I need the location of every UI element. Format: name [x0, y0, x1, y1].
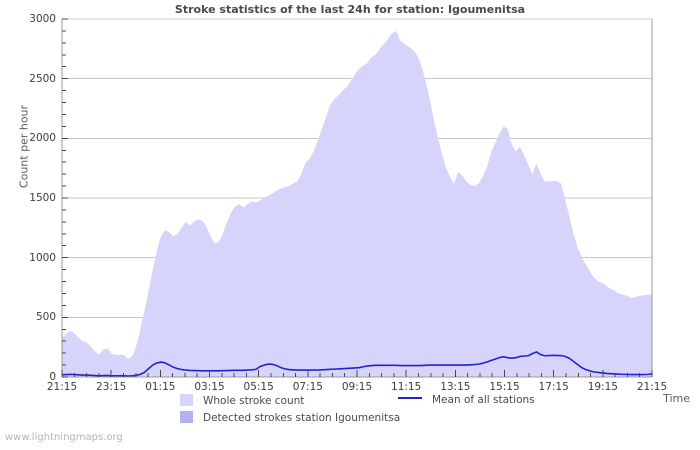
area-series-0 — [62, 30, 652, 378]
x-axis-tick-label: 07:15 — [292, 381, 323, 393]
x-axis-tick-label: 13:15 — [440, 381, 471, 393]
chart-title: Stroke statistics of the last 24h for st… — [174, 3, 526, 16]
line-series-group — [61, 351, 653, 377]
y-axis-tick-label: 2500 — [29, 72, 56, 85]
x-axis-tick-label: 21:15 — [636, 381, 668, 393]
x-axis-tick-label: 17:15 — [538, 381, 569, 393]
x-axis-tick-label: 23:15 — [96, 381, 127, 393]
y-axis-tick-label: 1000 — [29, 251, 56, 264]
x-axis-tick-label: 05:15 — [243, 381, 274, 393]
y-axis-tick-label: 3000 — [29, 13, 56, 25]
x-axis-tick-label: 15:15 — [489, 381, 520, 393]
y-axis-tick-label: 0 — [49, 371, 56, 383]
y-axis-tick-label: 1500 — [29, 192, 56, 204]
area-series-group — [62, 30, 652, 378]
y-axis-tick-label: 500 — [35, 311, 56, 324]
line-series-2 — [61, 351, 653, 377]
footer-watermark: www.lightningmaps.org — [5, 432, 123, 443]
x-axis-tick-label: 21:15 — [46, 381, 78, 393]
x-axis-tick-label: 03:15 — [194, 381, 225, 393]
x-axis-label: Time — [663, 392, 690, 405]
x-axis-tick-label: 19:15 — [587, 381, 618, 393]
y-axis-tick-label: 2000 — [29, 132, 56, 145]
x-axis-tick-label: 09:15 — [341, 381, 373, 393]
x-axis-tick-label: 01:15 — [145, 381, 176, 393]
axis-ticks — [61, 18, 653, 378]
x-axis-tick-label: 11:15 — [391, 381, 422, 393]
